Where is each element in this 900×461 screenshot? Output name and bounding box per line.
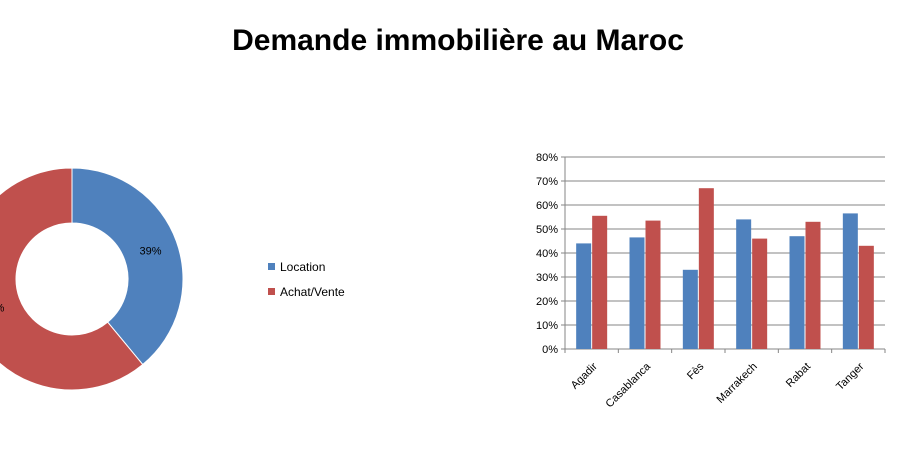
legend-swatch-location: [268, 263, 275, 270]
donut-slice-1: [0, 167, 144, 391]
y-tick-label: 30%: [536, 272, 558, 284]
bar-location-5: [842, 213, 858, 349]
chart-title: Demande immobilière au Maroc: [232, 24, 684, 57]
bar-achat-2: [698, 188, 714, 349]
bar-location-2: [682, 269, 698, 349]
donut-slice-0: [71, 167, 184, 366]
y-tick-label: 0%: [542, 344, 558, 356]
legend-swatch-achat: [268, 288, 275, 295]
doughnut-chart: 39% 61%: [0, 167, 184, 391]
bar-achat-3: [752, 238, 768, 349]
y-tick-label: 40%: [536, 248, 558, 260]
bar-chart: 0% 10% 20% 30% 40% 50% 60% 70% 80% Agadir Casablan…: [536, 152, 886, 410]
y-tick-label: 60%: [536, 200, 558, 212]
legend-label-location: Location: [280, 260, 325, 274]
bar-achat-5: [858, 245, 874, 349]
bar-location-0: [576, 243, 592, 349]
x-tick-label: Fès: [685, 360, 707, 382]
legend-label-achat: Achat/Vente: [280, 285, 345, 299]
y-tick-label: 10%: [536, 320, 558, 332]
y-tick-label: 70%: [536, 176, 558, 188]
donut-data-label-1: 61%: [0, 302, 5, 314]
y-tick-label: 80%: [536, 152, 558, 164]
bar-location-3: [736, 219, 752, 349]
x-tick-label: Tanger: [834, 360, 867, 393]
bar-location-4: [789, 236, 805, 349]
bar-location-1: [629, 237, 645, 349]
y-tick-label: 20%: [536, 296, 558, 308]
bar-achat-1: [645, 220, 661, 349]
bar-achat-0: [592, 215, 608, 349]
x-tick-label: Rabat: [784, 361, 813, 390]
y-tick-label: 50%: [536, 224, 558, 236]
legend: Location Achat/Vente: [268, 260, 345, 299]
bar-achat-4: [805, 221, 821, 349]
x-tick-label: Marrakech: [715, 361, 760, 406]
x-tick-label: Agadir: [569, 360, 600, 391]
x-tick-label: Casablanca: [604, 360, 654, 410]
donut-data-label-0: 39%: [140, 246, 162, 258]
